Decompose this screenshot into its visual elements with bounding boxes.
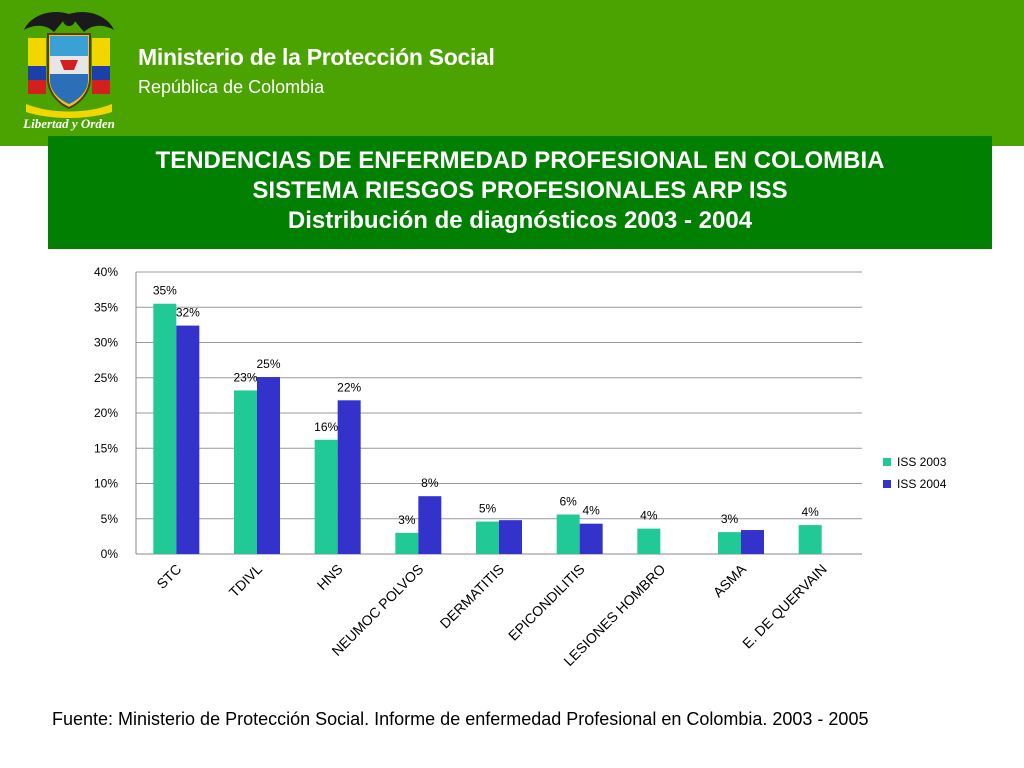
bar-2003: [395, 532, 419, 554]
bar-2004: [418, 496, 442, 554]
legend-item-2003: ISS 2003: [883, 451, 946, 473]
bar-2003: [234, 390, 257, 554]
data-label: 4%: [801, 505, 819, 519]
x-category-label: STC: [153, 561, 184, 592]
x-category-label: TDIVL: [226, 561, 266, 601]
data-label: 6%: [559, 495, 577, 509]
data-label: 25%: [256, 357, 280, 371]
data-label: 16%: [314, 420, 338, 434]
bar-chart-svg: 0% 5% 10% 15% 20% 25% 30% 35% 40% 35% 23% 16% 3% 5% 6%…: [94, 265, 862, 669]
ministry-name: Ministerio de la Protección Social: [138, 44, 495, 70]
legend-item-2004: ISS 2004: [883, 473, 946, 495]
bar-2004: [741, 530, 764, 554]
data-label: 22%: [337, 380, 361, 394]
bar-2004: [579, 523, 603, 554]
y-tick-label: 35%: [94, 300, 118, 314]
bar-2004: [499, 520, 522, 554]
y-tick-label: 30%: [94, 336, 118, 350]
y-tick-label: 5%: [101, 512, 119, 526]
data-label: 35%: [153, 284, 177, 298]
data-label: 3%: [721, 512, 739, 526]
title-line-1: TENDENCIAS DE ENFERMEDAD PROFESIONAL EN …: [155, 147, 885, 174]
title-line-2: SISTEMA RIESGOS PROFESIONALES ARP ISS: [252, 177, 788, 204]
x-category-label: ASMA: [710, 560, 750, 600]
data-label: 3%: [398, 513, 416, 527]
y-tick-label: 10%: [94, 477, 118, 491]
data-label: 8%: [421, 476, 439, 490]
y-tick-label: 25%: [94, 371, 118, 385]
bar-2003: [314, 439, 338, 554]
x-category-label: E. DE QUERVAIN: [739, 561, 830, 652]
y-tick-label: 15%: [94, 441, 118, 455]
x-category-label: NEUMOC POLVOS: [328, 561, 426, 659]
bar-2003: [476, 521, 499, 554]
legend-label-2004: ISS 2004: [897, 477, 947, 491]
coat-of-arms-icon: [24, 11, 114, 118]
legend-label-2003: ISS 2003: [897, 455, 947, 469]
bar-2003: [798, 525, 822, 554]
bar-2004: [257, 377, 280, 554]
chart-legend: ISS 2003 ISS 2004: [883, 451, 946, 495]
bar-chart: 0% 5% 10% 15% 20% 25% 30% 35% 40% 35% 23% 16% 3% 5% 6%…: [70, 258, 970, 688]
coat-of-arms-logo: Libertad y Orden: [20, 8, 118, 136]
x-category-label: DERMATITIS: [437, 561, 508, 632]
data-label: 32%: [176, 306, 200, 320]
legend-swatch-2004: [883, 480, 891, 488]
y-tick-label: 40%: [94, 265, 118, 279]
x-category-label: HNS: [314, 561, 346, 593]
y-tick-label: 0%: [101, 547, 119, 561]
bar-2003: [556, 514, 580, 554]
title-line-3: Distribución de diagnósticos 2003 - 2004: [287, 207, 753, 234]
bar-2004: [176, 325, 200, 554]
logo-motto: Libertad y Orden: [23, 116, 115, 131]
legend-swatch-2003: [883, 458, 891, 466]
title-box: TENDENCIAS DE ENFERMEDAD PROFESIONAL EN …: [48, 136, 992, 249]
bar-2003: [637, 528, 661, 554]
y-tick-label: 20%: [94, 406, 118, 420]
data-label: 5%: [479, 502, 497, 516]
header-band: Libertad y Orden Ministerio de la Protec…: [0, 0, 1024, 146]
bar-2003: [153, 303, 177, 554]
bar-2004: [337, 400, 361, 554]
data-label: 4%: [640, 509, 658, 523]
data-label: 4%: [582, 504, 600, 518]
x-category-label: EPICONDILITIS: [505, 561, 588, 644]
source-footer: Fuente: Ministerio de Protección Social.…: [52, 709, 869, 729]
bar-2003: [718, 532, 741, 554]
republic-name: República de Colombia: [138, 77, 325, 97]
data-label: 23%: [233, 370, 257, 384]
